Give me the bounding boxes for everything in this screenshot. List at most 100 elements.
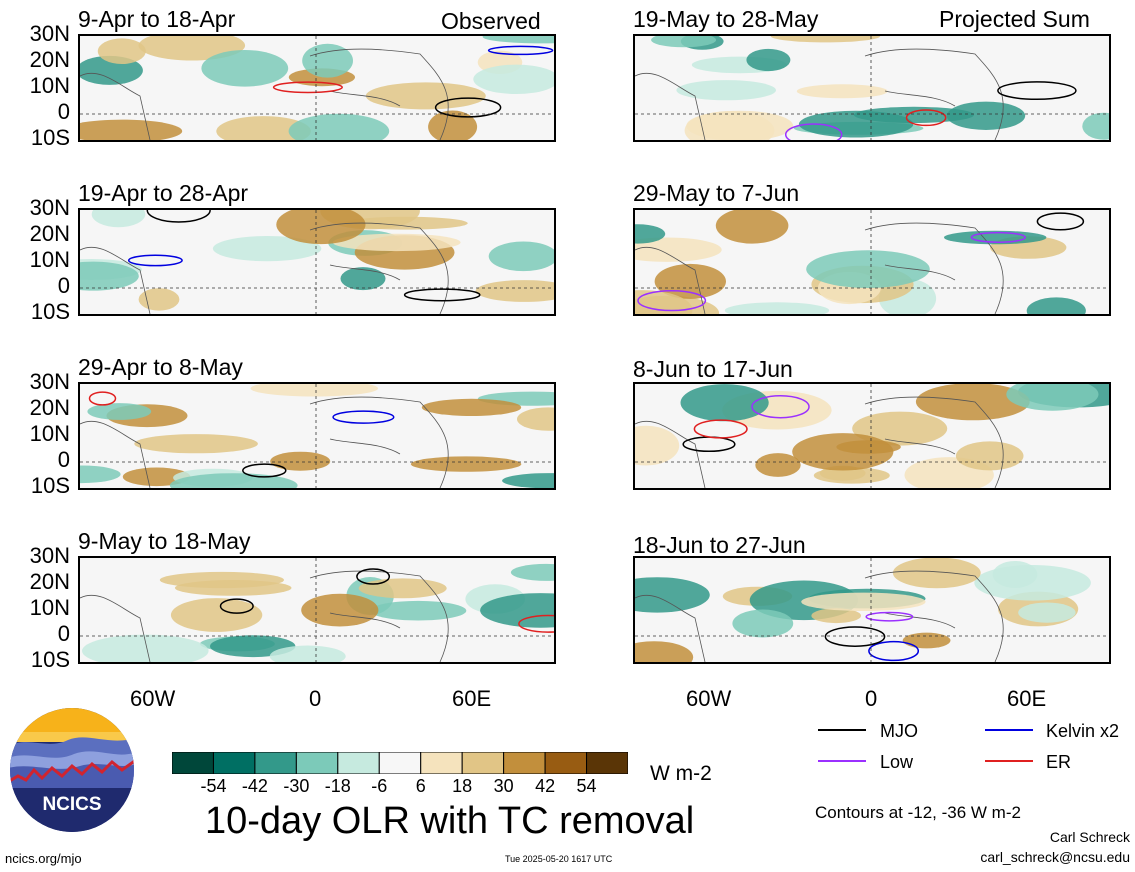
map-panel-3: [78, 382, 556, 490]
olr-anomaly-shading: [680, 384, 769, 422]
lon-label-0-right: 0: [865, 686, 878, 711]
lat-label: 20N: [29, 47, 70, 72]
olr-anomaly-shading: [1026, 297, 1086, 314]
olr-anomaly-shading: [488, 241, 554, 272]
colorbar-tick-label: -6: [371, 776, 388, 796]
legend-label-er: ER: [1046, 752, 1072, 772]
contour-line: [1036, 212, 1085, 231]
olr-anomaly-shading: [369, 600, 467, 621]
olr-anomaly-shading: [250, 384, 379, 397]
map-panel-6: [633, 208, 1111, 316]
coastline: [80, 48, 449, 140]
contour-line: [219, 598, 254, 614]
olr-anomaly-shading: [91, 210, 146, 228]
coastline: [80, 222, 449, 314]
lon-label-60w-right: 60W: [686, 686, 732, 711]
olr-anomaly-shading: [902, 632, 951, 649]
olr-anomaly-shading: [510, 563, 554, 581]
olr-anomaly-shading: [955, 441, 1024, 471]
lat-label: 10N: [29, 247, 70, 272]
logo-text: NCICS: [42, 794, 101, 815]
olr-anomaly-shading: [482, 36, 554, 44]
colorbar-swatch: [172, 752, 214, 774]
olr-anomaly-shading: [87, 403, 152, 420]
panel-title-2: 19-Apr to 28-Apr: [78, 180, 249, 206]
olr-anomaly-shading: [82, 634, 209, 662]
lon-label-60e-left: 60E: [452, 686, 492, 711]
olr-anomaly-shading: [80, 465, 121, 484]
legend-label-mjo: MJO: [880, 721, 918, 741]
colorbar-tick-label: -18: [324, 776, 351, 796]
contour-line: [997, 81, 1077, 101]
map-panel-5: [633, 34, 1111, 142]
olr-anomaly-shading: [269, 645, 346, 662]
olr-anomaly-shading: [686, 110, 794, 140]
contour-line: [824, 626, 886, 647]
olr-anomaly-shading: [174, 580, 292, 596]
colorbar-swatch: [337, 752, 380, 774]
colorbar-swatch: [503, 752, 546, 774]
olr-anomaly-shading: [796, 84, 888, 99]
olr-anomaly-shading: [1006, 384, 1099, 411]
olr-anomaly-shading: [798, 110, 914, 138]
contour-line: [751, 394, 810, 419]
olr-anomaly-shading: [358, 578, 447, 599]
coastline: [635, 48, 1004, 140]
olr-anomaly-shading: [301, 593, 379, 627]
contour-line: [272, 81, 343, 94]
main-title: 10-day OLR with TC removal: [205, 800, 695, 842]
contour-line: [332, 410, 395, 424]
olr-anomaly-shading: [201, 50, 289, 87]
panel-title-8: 18-Jun to 27-Jun: [633, 532, 806, 558]
olr-anomaly-shading: [288, 113, 390, 140]
colorbar-swatch: [461, 752, 505, 774]
olr-anomaly-shading: [715, 210, 789, 244]
colorbar: [172, 752, 628, 774]
olr-anomaly-shading: [811, 608, 861, 624]
olr-anomaly-shading: [134, 434, 258, 454]
panel-title-1: 9-Apr to 18-Apr: [78, 6, 236, 32]
lat-label: 30N: [29, 369, 70, 394]
olr-anomaly-shading: [724, 302, 830, 314]
olr-anomaly-shading: [216, 116, 311, 140]
contours-note: Contours at -12, -36 W m-2: [815, 803, 1021, 822]
lat-label: 0: [57, 447, 70, 472]
olr-anomaly-shading: [212, 236, 322, 262]
contour-line: [905, 109, 947, 127]
lat-label: 30N: [29, 21, 70, 46]
contour-line: [693, 419, 748, 439]
olr-anomaly-shading: [746, 48, 791, 72]
olr-anomaly-shading: [801, 592, 926, 611]
olr-anomaly-shading: [1082, 112, 1109, 140]
contour-line: [88, 391, 117, 406]
coastline: [635, 222, 1004, 314]
olr-anomaly-shading: [635, 425, 680, 466]
coastline: [80, 570, 449, 662]
contour-line: [127, 254, 183, 267]
map-panel-1: [78, 34, 556, 142]
contour-line: [434, 97, 502, 118]
olr-anomaly-shading: [80, 119, 183, 140]
colorbar-tick-label: 54: [576, 776, 597, 796]
lat-label: 20N: [29, 221, 70, 246]
olr-anomaly-shading: [410, 456, 522, 472]
olr-anomaly-shading: [770, 36, 881, 43]
panel-title-6: 29-May to 7-Jun: [633, 180, 800, 206]
olr-anomaly-shading: [915, 384, 1030, 421]
lat-label: 30N: [29, 195, 70, 220]
colorbar-tick-label: -30: [283, 776, 310, 796]
colorbar-tick-label: 30: [493, 776, 514, 796]
map-panel-8: [633, 556, 1111, 664]
olr-anomaly-shading: [755, 453, 801, 477]
lat-label: 10N: [29, 73, 70, 98]
lat-label: 10S: [30, 125, 70, 150]
olr-anomaly-shading: [340, 267, 386, 291]
olr-anomaly-shading: [1018, 602, 1076, 623]
projected-label: Projected Sum: [939, 6, 1090, 32]
olr-anomaly-shading: [97, 38, 146, 64]
ncics-logo: NCICS: [10, 708, 134, 832]
contour-line: [242, 463, 287, 478]
olr-anomaly-shading: [806, 250, 930, 288]
olr-anomaly-shading: [813, 467, 890, 484]
olr-anomaly-shading: [365, 82, 486, 110]
